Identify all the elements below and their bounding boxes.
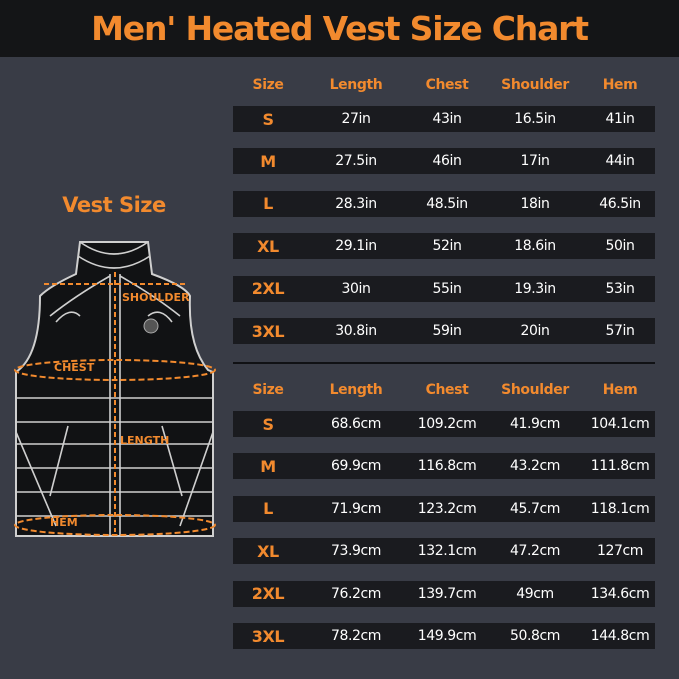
vest-size-label: Vest Size (62, 193, 166, 217)
column-header: Hem (602, 77, 638, 93)
length-label: LENGTH (120, 434, 169, 447)
table-row: L 71.9cm 123.2cm 45.7cm 118.1cm (233, 495, 655, 522)
column-header: Length (329, 77, 383, 93)
measurement-cell: 59in (432, 323, 462, 339)
measurement-cell: 68.6cm (330, 416, 382, 432)
measurement-cell: 20in (520, 323, 550, 339)
chest-label: CHEST (54, 361, 95, 374)
measurement-cell: 134.6cm (590, 585, 650, 602)
heating-button-icon (143, 318, 159, 334)
size-cell: 2XL (251, 279, 285, 299)
measurement-cell: 17in (520, 153, 550, 170)
measurement-cell: 144.8cm (590, 628, 650, 644)
size-cell: XL (257, 236, 279, 256)
measurement-cell: 47.2cm (509, 543, 561, 560)
column-header: Shoulder (501, 382, 569, 398)
table-row: 3XL 30.8in 59in 20in 57in (233, 318, 655, 344)
measurement-cell: 30.8in (335, 323, 377, 339)
measurement-cell: 71.9cm (330, 500, 382, 517)
size-cell: 2XL (251, 584, 285, 604)
size-cell: 3XL (251, 321, 285, 341)
measurement-cell: 16.5in (514, 111, 556, 127)
table-row: XL 73.9cm 132.1cm 47.2cm 127cm (233, 538, 655, 565)
measurement-cell: 41in (605, 111, 635, 127)
measurement-cell: 45.7cm (509, 500, 561, 517)
table-row: XL 29.1in 52in 18.6in 50in (233, 233, 655, 260)
size-cell: M (260, 151, 276, 171)
size-cell: L (263, 499, 273, 519)
table-row: 3XL 78.2cm 149.9cm 50.8cm 144.8cm (233, 623, 655, 649)
measurement-cell: 50in (605, 238, 635, 255)
measurement-cell: 52in (432, 238, 462, 255)
table-row: S 68.6cm 109.2cm 41.9cm 104.1cm (233, 411, 655, 437)
size-cell: M (260, 456, 276, 476)
measurement-cell: 104.1cm (590, 416, 650, 432)
table-row: 2XL 76.2cm 139.7cm 49cm 134.6cm (233, 580, 655, 607)
size-cell: S (262, 109, 274, 129)
measurement-cell: 19.3in (514, 280, 556, 297)
measurement-cell: 27.5in (335, 153, 377, 170)
header-bar: Men' Heated Vest Size Chart (0, 0, 679, 57)
measurement-cell: 118.1cm (590, 500, 650, 517)
table-row: M 27.5in 46in 17in 44in (233, 148, 655, 175)
measurement-cell: 139.7cm (417, 585, 477, 602)
measurement-cell: 57in (605, 323, 635, 339)
table-header-row: Size Length Chest Shoulder Hem (233, 377, 655, 403)
column-header: Size (252, 382, 284, 398)
measurement-cell: 27in (341, 111, 371, 127)
column-header: Size (252, 77, 284, 93)
measurement-cell: 76.2cm (330, 585, 382, 602)
table-row: 2XL 30in 55in 19.3in 53in (233, 275, 655, 302)
size-cell: S (262, 414, 274, 434)
measurement-cell: 111.8cm (590, 458, 650, 475)
hem-label: HEM (50, 516, 78, 529)
measurement-cell: 46in (432, 153, 462, 170)
size-cell: XL (257, 541, 279, 561)
measurement-cell: 149.9cm (417, 628, 477, 644)
measurement-cell: 69.9cm (330, 458, 382, 475)
measurement-cell: 78.2cm (330, 628, 382, 644)
table-header-row: Size Length Chest Shoulder Hem (233, 72, 655, 98)
measurement-cell: 28.3in (335, 195, 377, 212)
column-header: Chest (425, 382, 469, 398)
measurement-cell: 48.5in (426, 195, 468, 212)
page-title: Men' Heated Vest Size Chart (91, 9, 589, 48)
size-cell: L (263, 194, 273, 214)
measurement-cell: 29.1in (335, 238, 377, 255)
measurement-cell: 50.8cm (509, 628, 561, 644)
column-header: Chest (425, 77, 469, 93)
table-row: M 69.9cm 116.8cm 43.2cm 111.8cm (233, 453, 655, 480)
column-header: Shoulder (501, 77, 569, 93)
measurement-cell: 55in (432, 280, 462, 297)
measurement-cell: 41.9cm (509, 416, 561, 432)
table-row: L 28.3in 48.5in 18in 46.5in (233, 190, 655, 217)
column-header: Length (329, 382, 383, 398)
vest-diagram: SHOULDER CHEST LENGTH HEM (14, 241, 216, 537)
measurement-cell: 46.5in (599, 195, 641, 212)
measurement-cell: 43in (432, 111, 462, 127)
table-row: S 27in 43in 16.5in 41in (233, 106, 655, 132)
measurement-cell: 18.6in (514, 238, 556, 255)
measurement-cell: 30in (341, 280, 371, 297)
measurement-cell: 132.1cm (417, 543, 477, 560)
measurement-cell: 116.8cm (417, 458, 477, 475)
measurement-cell: 73.9cm (330, 543, 382, 560)
measurement-cell: 44in (605, 153, 635, 170)
table-divider (233, 362, 655, 364)
size-cell: 3XL (251, 626, 285, 646)
measurement-cell: 18in (520, 195, 550, 212)
measurement-cell: 49cm (516, 585, 554, 602)
shoulder-label: SHOULDER (122, 291, 190, 304)
measurement-cell: 53in (605, 280, 635, 297)
measurement-cell: 127cm (596, 543, 644, 560)
measurement-cell: 123.2cm (417, 500, 477, 517)
column-header: Hem (602, 382, 638, 398)
measurement-cell: 43.2cm (509, 458, 561, 475)
measurement-cell: 109.2cm (417, 416, 477, 432)
